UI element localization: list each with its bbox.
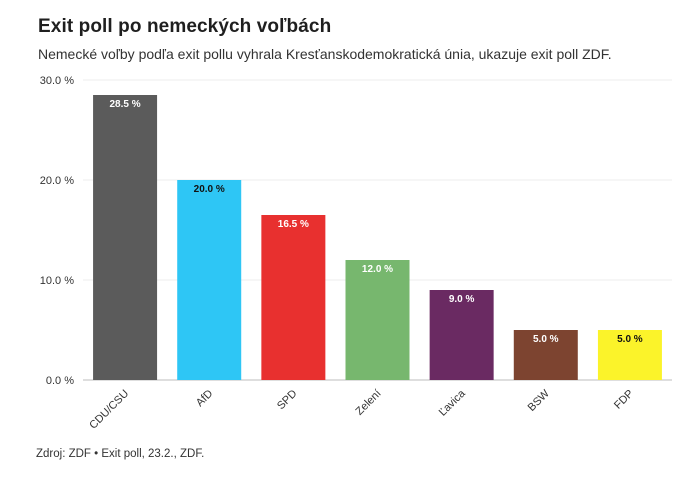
y-tick-label: 10.0 % bbox=[40, 275, 74, 287]
data-label: 5.0 % bbox=[617, 334, 643, 345]
y-tick-label: 20.0 % bbox=[40, 175, 74, 187]
x-tick-label: SPD bbox=[275, 388, 300, 413]
data-label: 16.5 % bbox=[278, 219, 309, 230]
y-tick-label: 0.0 % bbox=[46, 375, 74, 387]
bar bbox=[429, 290, 494, 380]
bar bbox=[93, 95, 158, 380]
x-tick-label: FDP bbox=[612, 388, 636, 412]
bar bbox=[177, 180, 242, 380]
data-label: 28.5 % bbox=[110, 99, 141, 110]
chart-subtitle: Nemecké voľby podľa exit pollu vyhrala K… bbox=[38, 46, 612, 62]
x-tick-label: AfD bbox=[194, 388, 215, 409]
chart-title: Exit poll po nemeckých voľbách bbox=[38, 16, 332, 37]
bar bbox=[597, 330, 662, 380]
data-label: 20.0 % bbox=[194, 184, 225, 195]
data-label: 12.0 % bbox=[362, 264, 393, 275]
data-label: 9.0 % bbox=[449, 294, 475, 305]
data-label: 5.0 % bbox=[533, 334, 559, 345]
x-tick-label: BSW bbox=[526, 387, 553, 414]
y-tick-label: 30.0 % bbox=[40, 75, 74, 87]
x-tick-label: Ľavica bbox=[437, 387, 469, 419]
x-tick-label: CDU/CSU bbox=[87, 388, 131, 432]
bar bbox=[345, 260, 410, 380]
source-note: Zdroj: ZDF • Exit poll, 23.2., ZDF. bbox=[36, 448, 205, 460]
bar bbox=[513, 330, 578, 380]
x-tick-label: Zelení bbox=[354, 388, 384, 418]
bar bbox=[261, 215, 326, 380]
